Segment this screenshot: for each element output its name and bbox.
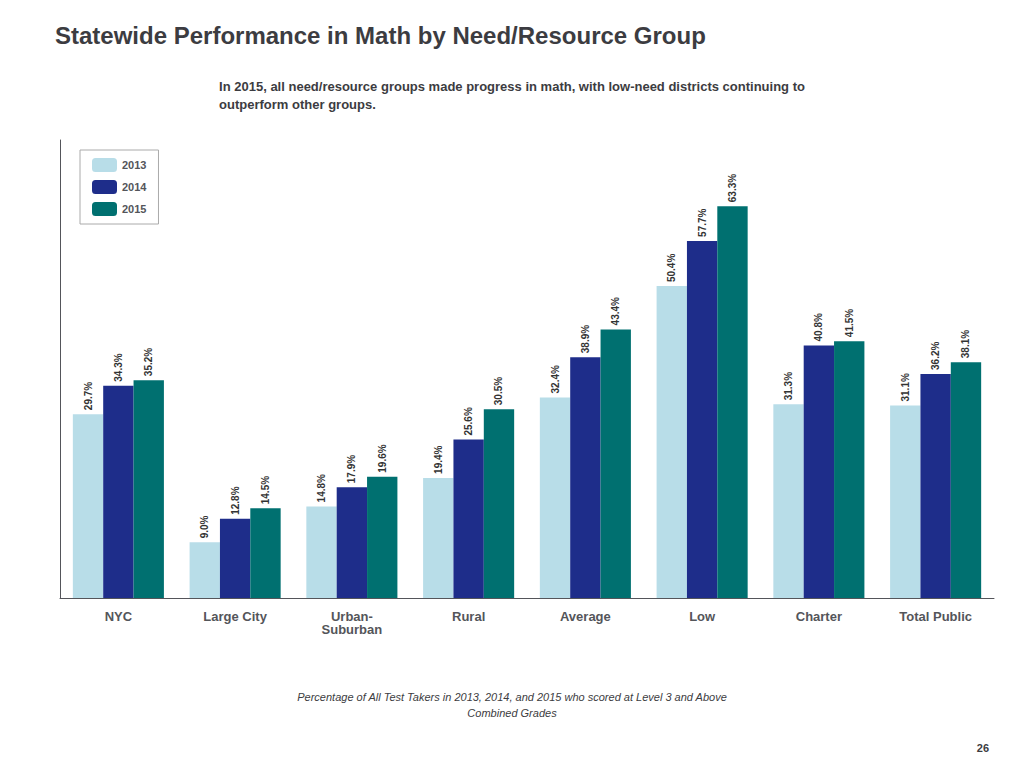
svg-text:38.9%: 38.9% <box>580 325 591 353</box>
svg-text:35.2%: 35.2% <box>143 348 154 376</box>
svg-text:43.4%: 43.4% <box>610 297 621 325</box>
svg-text:38.1%: 38.1% <box>960 330 971 358</box>
svg-text:32.4%: 32.4% <box>550 365 561 393</box>
svg-text:Percentage of All Test Takers: Percentage of All Test Takers in 2013, 2… <box>297 691 727 703</box>
svg-text:31.3%: 31.3% <box>783 372 794 400</box>
svg-text:2013: 2013 <box>122 159 146 171</box>
svg-text:2015: 2015 <box>122 203 146 215</box>
svg-text:NYC: NYC <box>105 609 133 624</box>
svg-text:2014: 2014 <box>122 181 147 193</box>
svg-text:12.8%: 12.8% <box>230 486 241 514</box>
svg-text:Low: Low <box>689 609 716 624</box>
svg-text:Urban-: Urban- <box>330 609 373 624</box>
svg-text:Large City: Large City <box>203 609 267 624</box>
svg-text:Average: Average <box>560 609 611 624</box>
svg-text:Statewide Performance in Math: Statewide Performance in Math by Need/Re… <box>55 22 706 49</box>
svg-text:50.4%: 50.4% <box>666 254 677 282</box>
svg-text:57.7%: 57.7% <box>697 208 708 236</box>
svg-text:19.6%: 19.6% <box>377 444 388 472</box>
svg-text:19.4%: 19.4% <box>433 445 444 473</box>
svg-text:29.7%: 29.7% <box>83 382 94 410</box>
svg-text:14.5%: 14.5% <box>260 476 271 504</box>
svg-text:31.1%: 31.1% <box>900 373 911 401</box>
svg-text:Rural: Rural <box>452 609 485 624</box>
svg-text:63.3%: 63.3% <box>727 174 738 202</box>
svg-text:17.9%: 17.9% <box>346 455 357 483</box>
svg-text:36.2%: 36.2% <box>930 341 941 369</box>
svg-text:Charter: Charter <box>796 609 842 624</box>
svg-text:30.5%: 30.5% <box>493 377 504 405</box>
svg-text:Suburban: Suburban <box>322 622 383 637</box>
svg-text:26: 26 <box>977 742 989 754</box>
svg-text:41.5%: 41.5% <box>844 309 855 337</box>
svg-text:40.8%: 40.8% <box>813 313 824 341</box>
svg-text:Total Public: Total Public <box>899 609 972 624</box>
svg-text:9.0%: 9.0% <box>199 515 210 538</box>
svg-text:Combined Grades: Combined Grades <box>467 707 557 719</box>
svg-text:14.8%: 14.8% <box>316 474 327 502</box>
svg-text:25.6%: 25.6% <box>463 407 474 435</box>
svg-text:outperform other groups.: outperform other groups. <box>219 97 376 112</box>
svg-text:In 2015, all need/resource gro: In 2015, all need/resource groups made p… <box>219 79 805 94</box>
svg-text:34.3%: 34.3% <box>113 353 124 381</box>
